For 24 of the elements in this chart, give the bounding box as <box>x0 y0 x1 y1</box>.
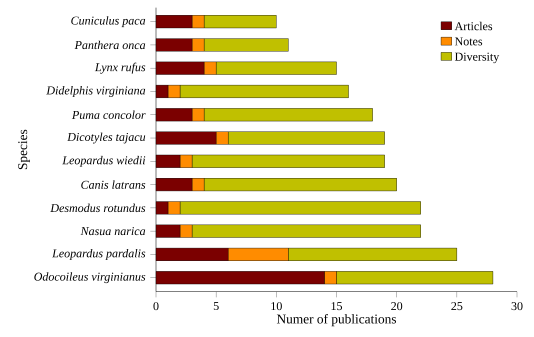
y-tick-label: Dicotyles tajacu <box>67 132 146 144</box>
y-tick-label: Panthera onca <box>74 40 146 50</box>
x-tick-label: 25 <box>451 302 462 310</box>
y-axis-title: Species <box>18 130 30 170</box>
x-tick-label: 5 <box>214 302 219 310</box>
y-tick-label: Cuniculus paca <box>71 16 146 28</box>
y-tick-label: Puma concolor <box>72 110 146 119</box>
legend-label: Articles <box>454 22 492 30</box>
x-axis-title: Numer of publications <box>276 314 396 326</box>
y-tick-label: Canis latrans <box>81 180 146 189</box>
y-tick-label: Leopardus pardalis <box>52 248 146 260</box>
y-tick-label: Leopardus wiedii <box>62 156 146 167</box>
y-tick-label: Lynx rufus <box>94 62 146 74</box>
x-tick-label: 0 <box>153 302 159 310</box>
x-tick-label: 20 <box>391 302 402 310</box>
y-tick-label: Didelphis virginiana <box>46 86 146 97</box>
y-tick-label: Odocoileus virginianus <box>34 272 146 284</box>
x-tick-label: 10 <box>271 302 282 310</box>
y-tick-label: Desmodus rotundus <box>50 204 146 212</box>
x-tick-label: 15 <box>332 302 342 310</box>
legend-label: Notes <box>454 37 482 46</box>
y-tick-label: Nasua narica <box>80 227 146 236</box>
x-tick-label: 30 <box>512 302 523 310</box>
legend-label: Diversity <box>454 52 500 64</box>
